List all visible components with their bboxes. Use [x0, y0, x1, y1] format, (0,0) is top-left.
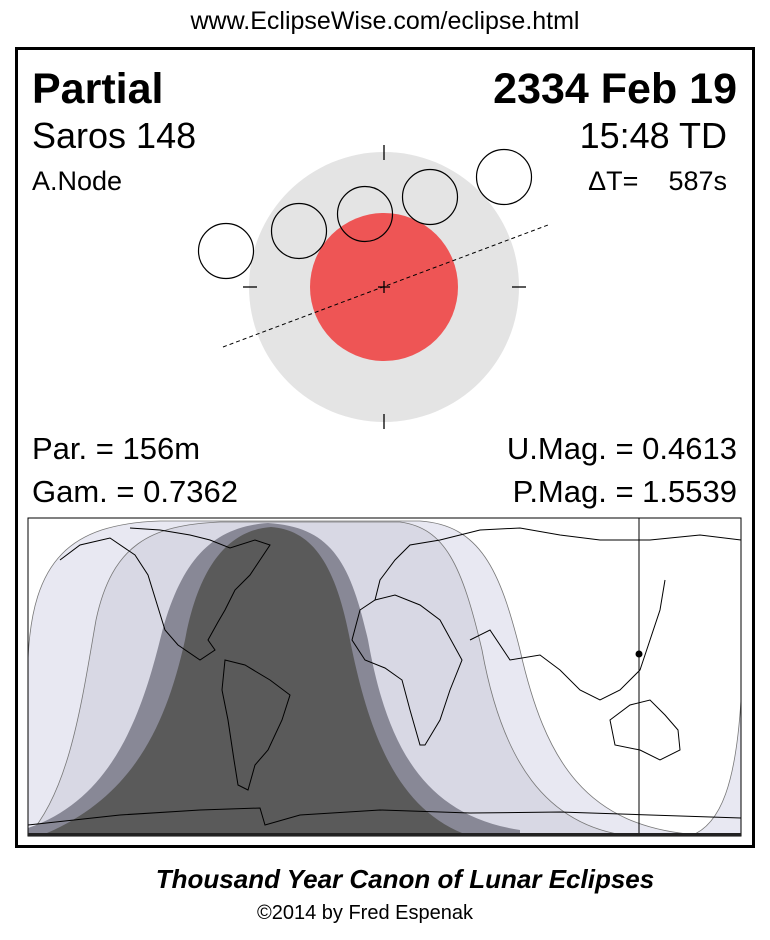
canon-title: Thousand Year Canon of Lunar Eclipses	[155, 864, 655, 894]
source-url: www.EclipseWise.com/eclipse.html	[190, 7, 580, 35]
eclipse-frame	[15, 47, 755, 848]
axis-ticks	[243, 145, 526, 429]
coastlines	[28, 527, 741, 826]
partial-duration: Par. = 156m	[32, 431, 201, 466]
penumbral-magnitude: P.Mag. = 1.5539	[512, 474, 737, 509]
moon-position-4	[401, 168, 459, 226]
north-america-coast	[59, 527, 271, 661]
greatest-eclipse-point	[635, 650, 643, 658]
australia-coast	[609, 699, 681, 761]
moon-position-2	[270, 202, 328, 260]
moon-position-5	[475, 148, 533, 206]
copyright: ©2014 by Fred Espenak	[257, 902, 473, 924]
antarctica-coast	[28, 807, 741, 826]
eclipse-time: 15:48 TD	[579, 115, 727, 156]
africa-coast	[351, 594, 463, 746]
lunar-node: A.Node	[32, 166, 123, 196]
eclipse-type: Partial	[32, 65, 164, 113]
shadow-diagram	[197, 145, 549, 429]
umbral-eclipse-zone	[40, 527, 470, 836]
south-america-coast	[221, 659, 291, 791]
moon-position-3	[336, 185, 394, 243]
eclipse-date: 2334 Feb 19	[493, 65, 737, 113]
eurasia-coast	[374, 527, 741, 701]
saros-number: Saros 148	[32, 115, 197, 156]
visibility-map	[27, 517, 742, 837]
delta-t-label: ΔT=	[588, 166, 639, 196]
delta-t-value: 587s	[668, 166, 727, 196]
moon-position-1	[197, 222, 255, 280]
delta-t: ΔT= 587s	[588, 168, 727, 195]
umbral-magnitude: U.Mag. = 0.4613	[506, 431, 737, 466]
gamma: Gam. = 0.7362	[32, 474, 238, 509]
ecliptic-line	[222, 224, 549, 348]
